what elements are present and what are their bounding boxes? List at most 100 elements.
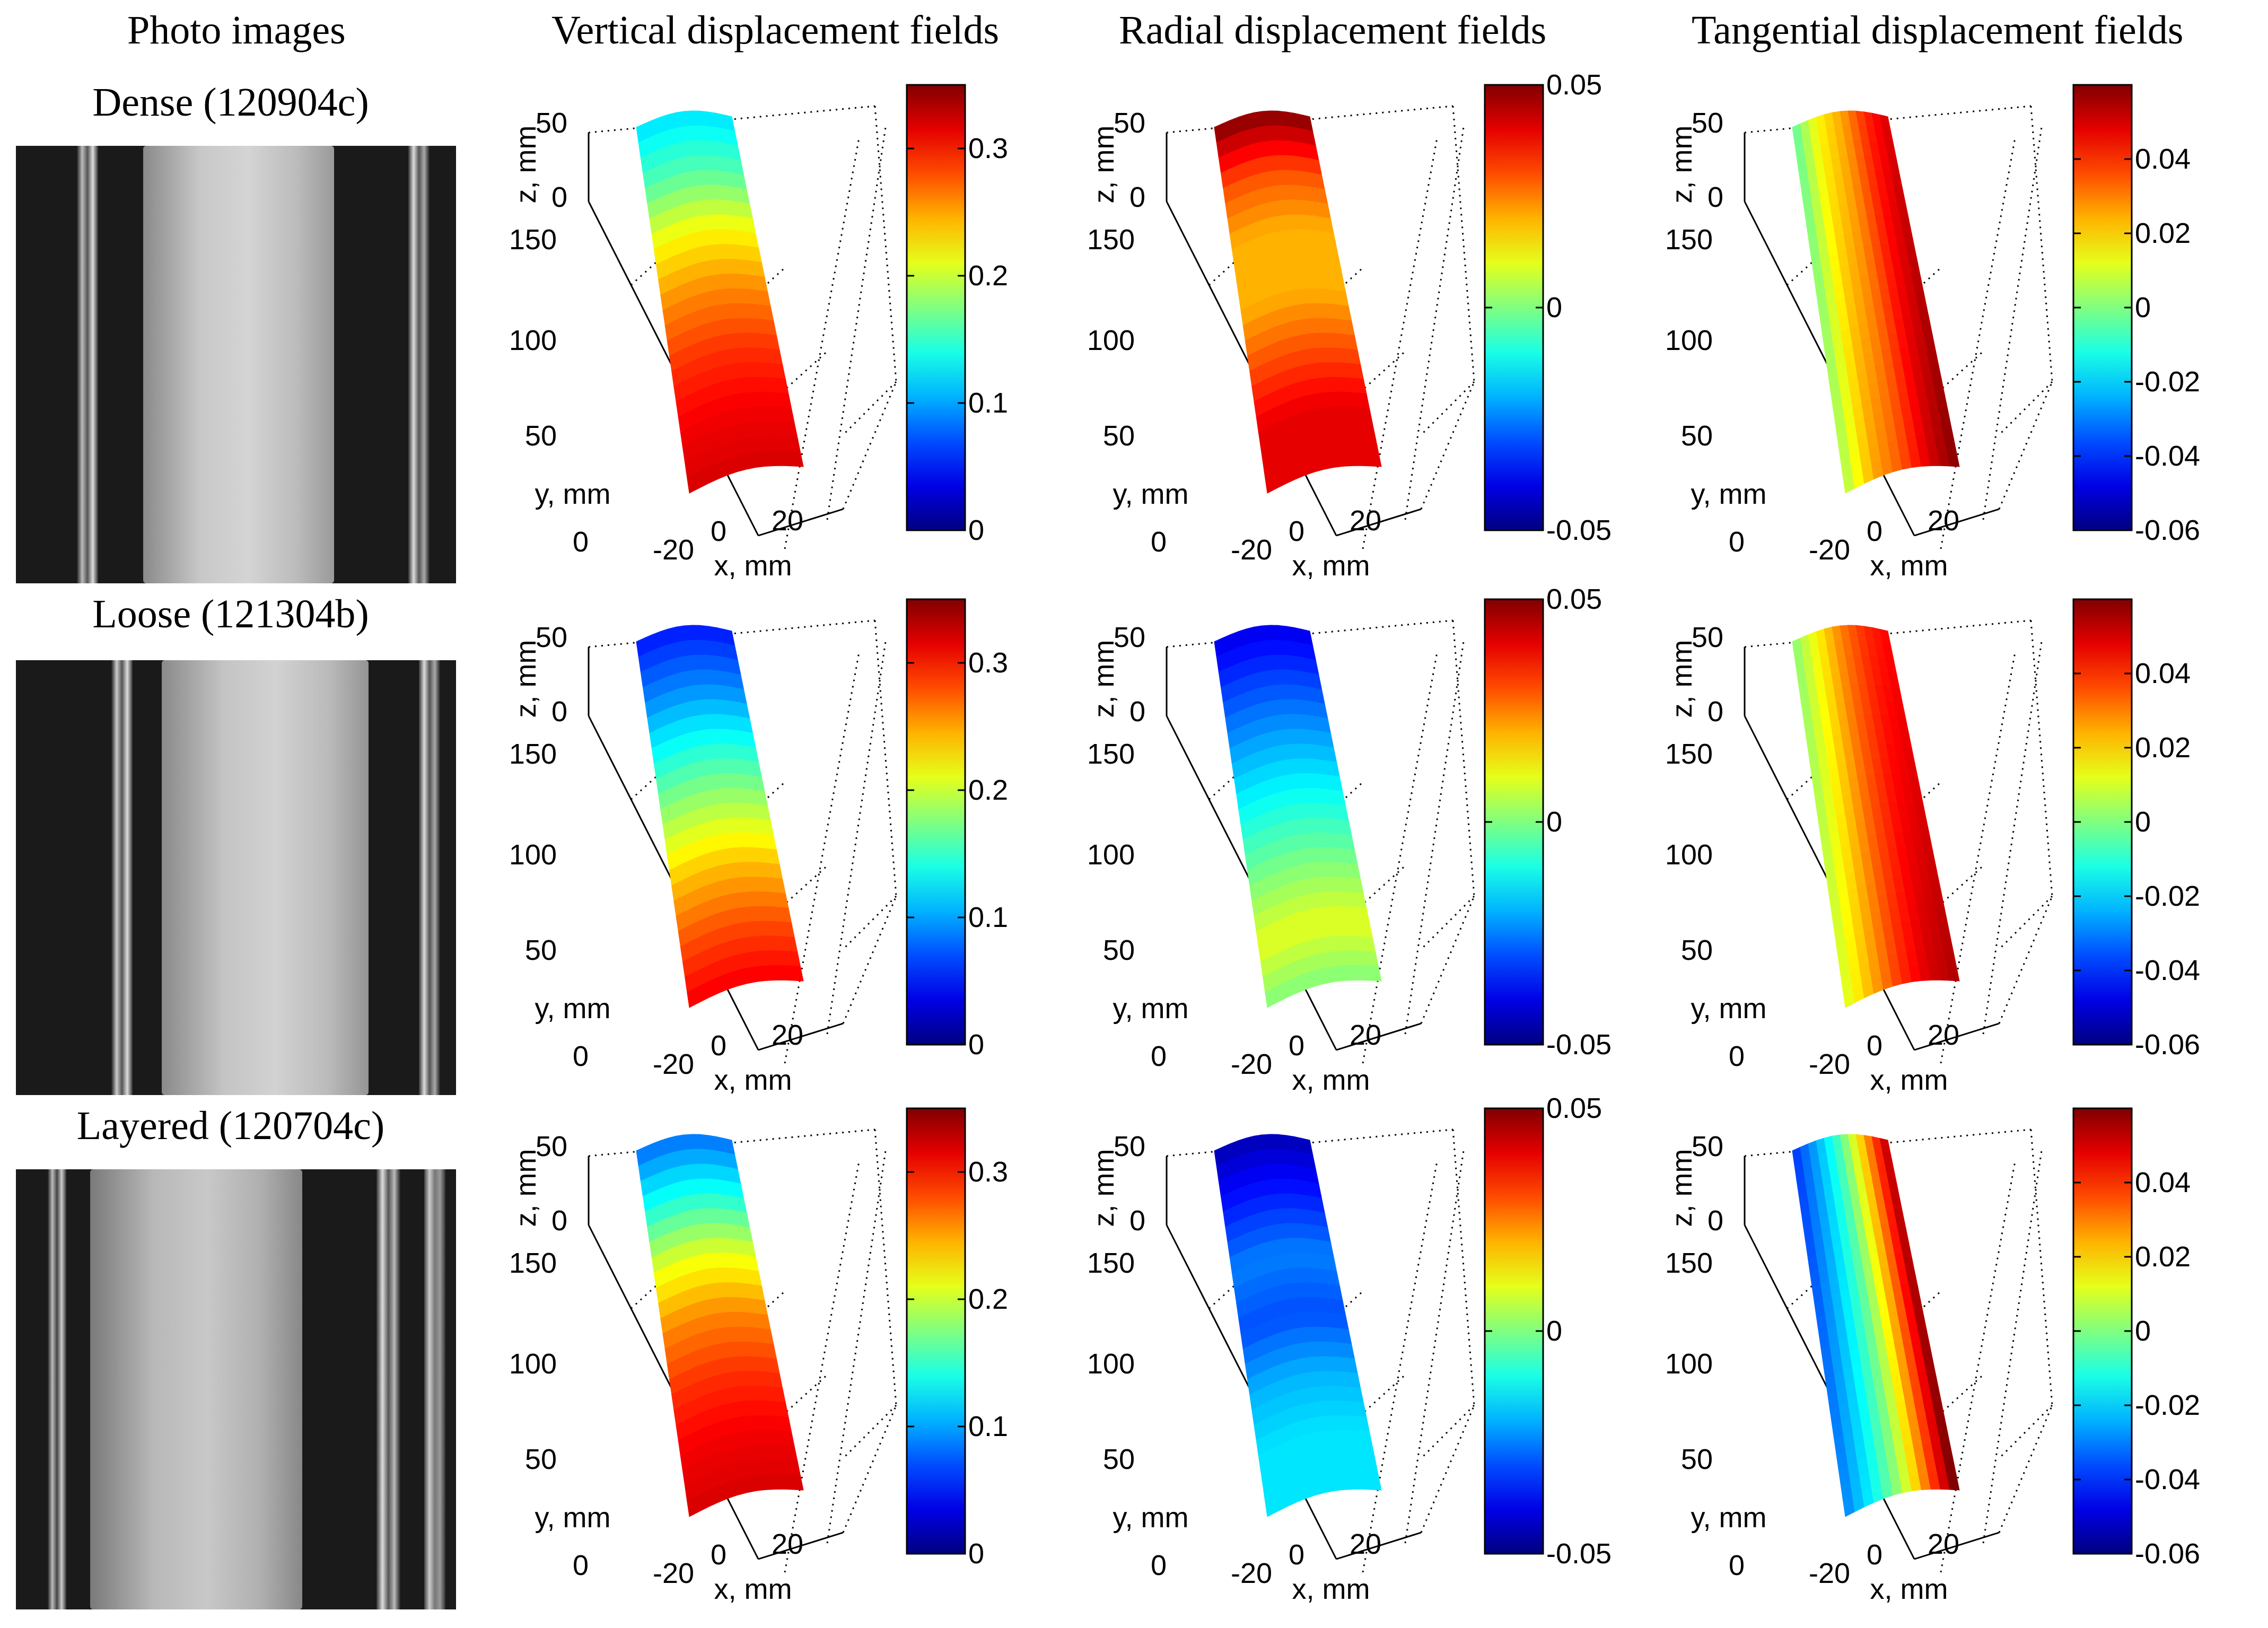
z-tick-label: 50 xyxy=(1692,622,1723,653)
field-cell xyxy=(1946,451,1960,467)
field-cell xyxy=(1946,1474,1960,1491)
z-axis-label: z, mm xyxy=(1666,126,1698,204)
x-axis-label: x, mm xyxy=(1870,1573,1948,1605)
column-title-radial: Radial displacement fields xyxy=(1119,8,1547,52)
colorbar xyxy=(906,598,966,1046)
colorbar xyxy=(2072,598,2133,1046)
y-tick-label: 0 xyxy=(573,1040,589,1072)
plot-layered-vertical: 50 0 150 100 50 0 -20 0 20 z, mm y, mm x, mm 0.3 0.2 0… xyxy=(509,1107,1008,1605)
y-tick-label: 0 xyxy=(573,1550,589,1581)
y-tick-label: 50 xyxy=(525,1443,557,1475)
y-tick-label: 150 xyxy=(1087,1247,1135,1279)
colorbar-tick-label: 0.02 xyxy=(2135,1241,2191,1273)
colorbar-tick-label: 0.3 xyxy=(968,647,1008,679)
field-cell xyxy=(1368,451,1382,467)
z-tick-label: 0 xyxy=(1129,696,1145,728)
x-tick-label: -20 xyxy=(1231,1048,1272,1080)
colorbar-tick-label: 0.05 xyxy=(1546,1098,1602,1124)
z-tick-label: 50 xyxy=(1114,622,1145,653)
x-tick-label: 0 xyxy=(711,515,726,547)
x-tick-label: 0 xyxy=(711,1030,726,1062)
displacement-field xyxy=(1792,110,1960,494)
field-cell xyxy=(790,1474,804,1491)
x-tick-label: 20 xyxy=(1350,1019,1381,1051)
y-tick-label: 100 xyxy=(509,1348,557,1380)
x-tick-label: -20 xyxy=(653,1048,694,1080)
plot-dense-vertical: 50 0 150 100 50 0 -20 0 20 z, mm y, mm x, mm 0.3 0.2 0… xyxy=(509,84,1008,582)
field-cell xyxy=(1368,1474,1382,1491)
colorbar-tick-label: 0 xyxy=(1546,1315,1562,1347)
colorbar-tick-label: -0.05 xyxy=(1546,514,1612,546)
x-tick-label: -20 xyxy=(1809,1557,1850,1589)
colorbar-tick-label: -0.06 xyxy=(2135,514,2200,546)
y-tick-label: 150 xyxy=(1665,738,1713,770)
column-title-tangential: Tangential displacement fields xyxy=(1692,8,2184,52)
x-tick-label: 0 xyxy=(1867,1539,1882,1571)
plot-layered-tangential: 50 0 150 100 50 0 -20 0 20 z, mm y, mm x, mm 0.04 0.0… xyxy=(1665,1107,2200,1605)
field-cell xyxy=(1368,965,1382,982)
y-tick-label: 150 xyxy=(1665,224,1713,256)
x-tick-label: 0 xyxy=(1867,515,1882,547)
y-tick-label: 150 xyxy=(1665,1247,1713,1279)
z-tick-label: 50 xyxy=(1114,1131,1145,1162)
x-axis-label: x, mm xyxy=(1292,1573,1370,1605)
column-title-vertical: Vertical displacement fields xyxy=(551,8,1000,52)
z-tick-label: 50 xyxy=(1692,1131,1723,1162)
y-axis-label: y, mm xyxy=(1691,993,1767,1025)
y-tick-label: 0 xyxy=(1151,526,1167,558)
colorbar xyxy=(1484,598,1544,1046)
displacement-field xyxy=(1214,110,1382,494)
z-axis-label: z, mm xyxy=(1088,640,1120,718)
x-tick-label: -20 xyxy=(1809,534,1850,566)
z-tick-label: 50 xyxy=(536,622,567,653)
y-tick-label: 150 xyxy=(509,738,557,770)
field-cell xyxy=(790,965,804,982)
z-tick-label: 0 xyxy=(551,181,567,213)
y-tick-label: 50 xyxy=(1681,934,1713,966)
y-tick-label: 0 xyxy=(1151,1040,1167,1072)
displacement-field xyxy=(1792,1134,1960,1517)
colorbar-tick-label: 0.3 xyxy=(968,133,1008,164)
colorbar-tick-label: -0.05 xyxy=(1546,1029,1612,1061)
y-tick-label: 0 xyxy=(1729,1550,1745,1581)
y-tick-label: 50 xyxy=(1103,934,1135,966)
x-tick-label: 0 xyxy=(711,1539,726,1571)
column-title-photos: Photo images xyxy=(127,8,346,52)
colorbar-tick-label: 0.04 xyxy=(2135,143,2191,175)
colorbar-tick-label: 0 xyxy=(1546,292,1562,323)
colorbar xyxy=(906,84,966,531)
x-tick-label: -20 xyxy=(653,534,694,566)
x-tick-label: 20 xyxy=(1928,505,1959,537)
colorbar-tick-label: 0 xyxy=(2135,806,2151,838)
y-tick-label: 100 xyxy=(1087,1348,1135,1380)
colorbar-tick-label: 0.2 xyxy=(968,1283,1008,1315)
x-tick-label: 20 xyxy=(772,1528,803,1560)
colorbar-tick-label: -0.04 xyxy=(2135,955,2200,986)
displacement-field xyxy=(1214,625,1382,1008)
row-label-layered: Layered (120704c) xyxy=(76,1104,385,1148)
displacement-field xyxy=(636,110,804,494)
colorbar xyxy=(1484,84,1544,531)
y-tick-label: 100 xyxy=(509,839,557,871)
z-axis-label: z, mm xyxy=(1088,126,1120,204)
x-tick-label: -20 xyxy=(1809,1048,1850,1080)
x-axis-label: x, mm xyxy=(714,1064,792,1096)
y-tick-label: 100 xyxy=(1665,839,1713,871)
colorbar-tick-label: 0.1 xyxy=(968,1411,1008,1442)
colorbar-tick-label: 0.1 xyxy=(968,901,1008,933)
displacement-field xyxy=(1214,1134,1382,1517)
colorbar-tick-label: -0.04 xyxy=(2135,440,2200,472)
y-tick-label: 50 xyxy=(1681,1443,1713,1475)
colorbar xyxy=(1484,1107,1544,1555)
plot-loose-tangential: 50 0 150 100 50 0 -20 0 20 z, mm y, mm x, mm 0.04 0.0… xyxy=(1665,598,2200,1096)
colorbar-tick-label: -0.06 xyxy=(2135,1538,2200,1570)
z-tick-label: 0 xyxy=(1129,181,1145,213)
y-tick-label: 50 xyxy=(1103,1443,1135,1475)
plot-loose-vertical: 50 0 150 100 50 0 -20 0 20 z, mm y, mm x, mm 0.3 0.2 0… xyxy=(509,598,1008,1096)
colorbar xyxy=(2072,84,2133,531)
y-tick-label: 100 xyxy=(1087,325,1135,356)
z-tick-label: 0 xyxy=(1707,696,1723,728)
y-axis-label: y, mm xyxy=(1113,993,1189,1025)
y-axis-label: y, mm xyxy=(1113,478,1189,510)
z-tick-label: 0 xyxy=(551,696,567,728)
